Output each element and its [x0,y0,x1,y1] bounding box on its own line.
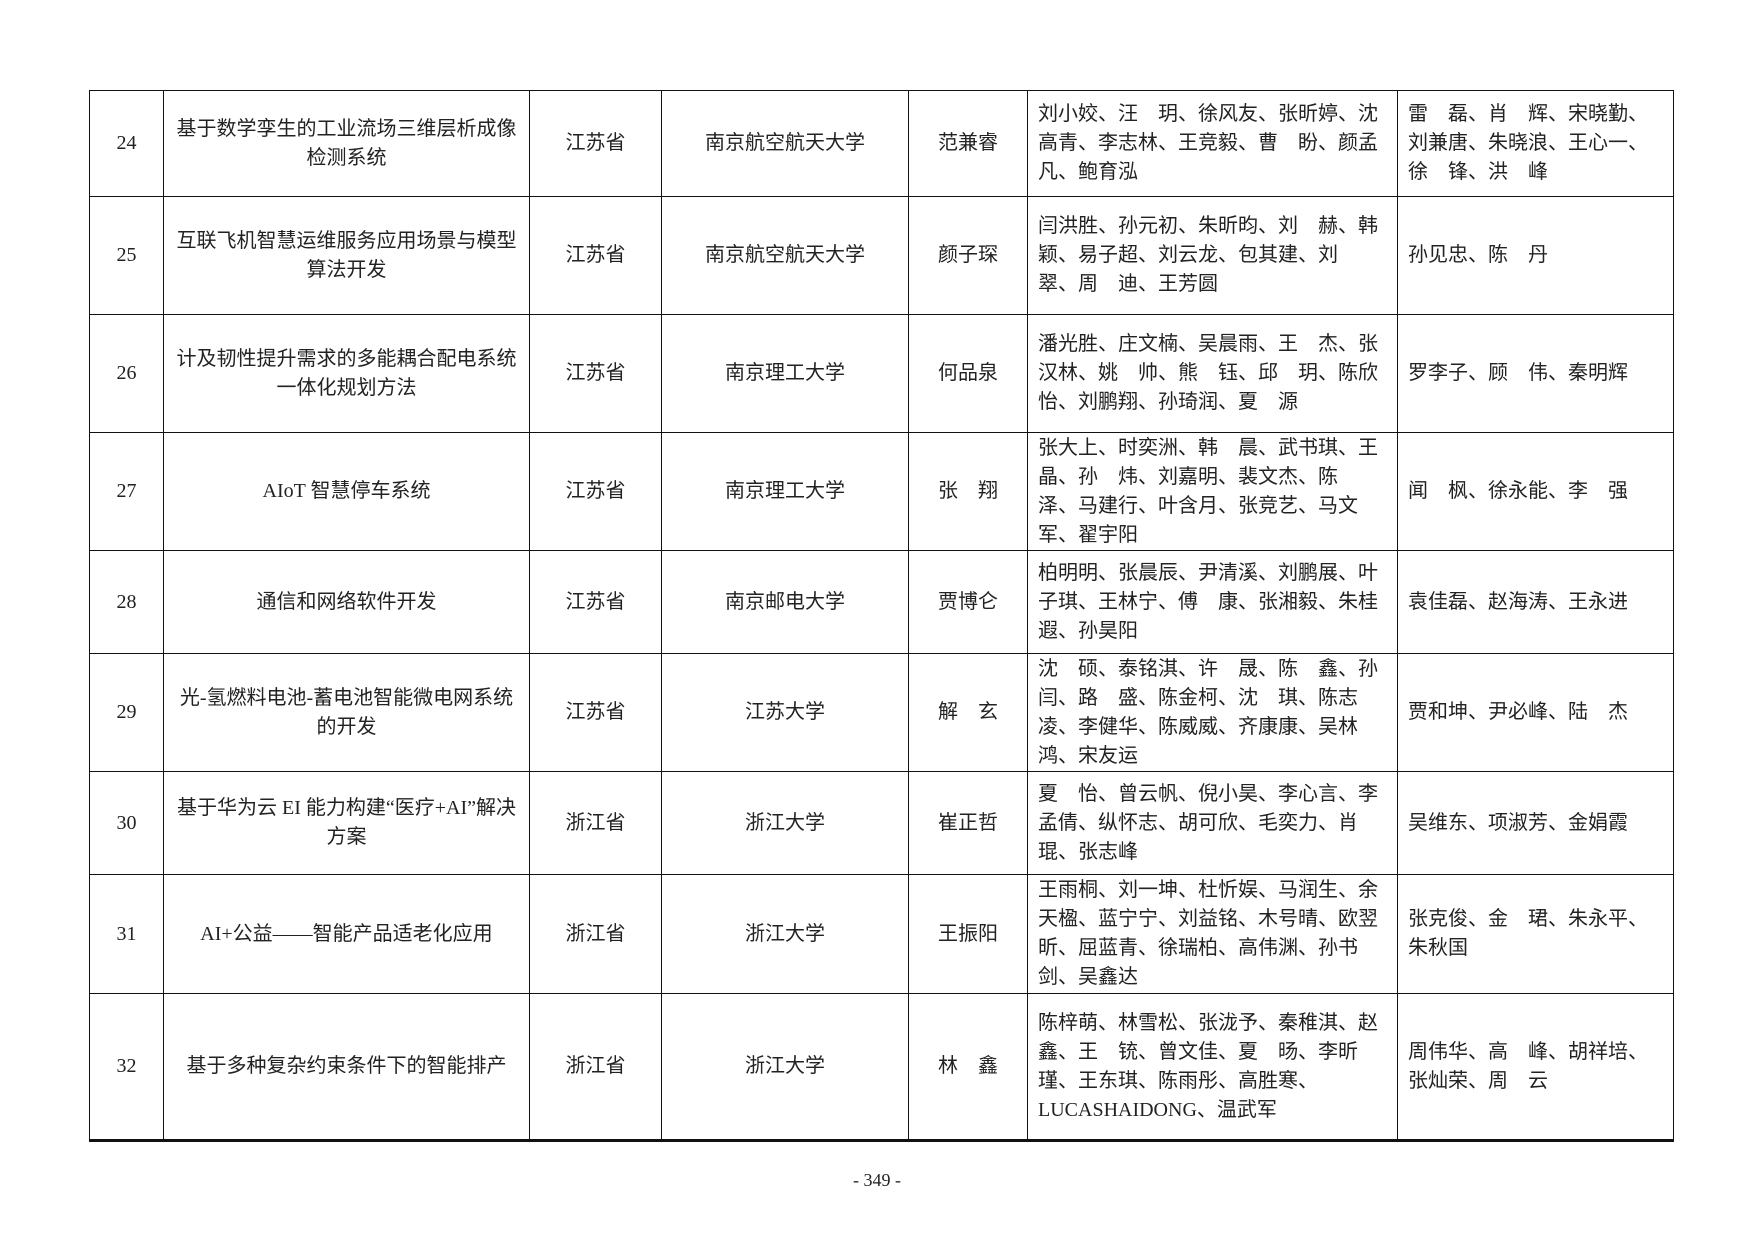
row-number-cell: 30 [89,771,164,875]
row-number-cell: 29 [89,653,164,772]
project-name-cell: 基于华为云 EI 能力构建“医疗+AI”解决方案 [163,771,530,875]
school-cell: 南京邮电大学 [661,550,909,654]
province-cell: 浙江省 [529,874,662,994]
advisors-cell: 罗李子、顾 伟、秦明辉 [1397,314,1674,433]
team-members-cell: 闫洪胜、孙元初、朱昕昀、刘 赫、韩 颖、易子超、刘云龙、包其建、刘 翠、周 迪、… [1027,196,1398,315]
row-number-cell: 24 [89,90,164,197]
team-leader-cell: 范兼睿 [908,90,1028,197]
table-row: 25 互联飞机智慧运维服务应用场景与模型算法开发 江苏省 南京航空航天大学 颜子琛 闫洪胜… [89,196,1674,315]
table-row: 27 AIoT 智慧停车系统 江苏省 南京理工大学张 翔张大上、时奕洲、韩 晨、武书琪… [89,432,1674,551]
team-members-cell: 王雨桐、刘一坤、杜忻娱、马润生、余天楹、蓝宁宁、刘益铭、木号晴、欧翌昕、屈蓝青、… [1027,874,1398,994]
row-number-cell: 27 [89,432,164,551]
table-row: 24 基于数学孪生的工业流场三维层析成像检测系统 江苏省 南京航空航天大学 范兼睿 刘小姣… [89,90,1674,197]
province-cell: 江苏省 [529,653,662,772]
table-row: 28 通信和网络软件开发 江苏省 南京邮电大学 贾博仑 柏明明、张晨辰、尹清溪、刘鹏展、叶… [89,550,1674,654]
school-cell: 浙江大学 [661,874,909,994]
advisors-cell: 孙见忠、陈 丹 [1397,196,1674,315]
school-cell: 江苏大学 [661,653,909,772]
project-name-cell: 基于数学孪生的工业流场三维层析成像检测系统 [163,90,530,197]
team-members-cell: 张大上、时奕洲、韩 晨、武书琪、王 晶、孙 炜、刘嘉明、裴文杰、陈 泽、马建行、… [1027,432,1398,551]
award-table: 24 基于数学孪生的工业流场三维层析成像检测系统 江苏省 南京航空航天大学 范兼睿 刘小姣… [89,90,1674,1142]
table-row: 32 基于多种复杂约束条件下的智能排产 浙江省 浙江大学林 鑫陈梓萌、林雪松、张泷予、… [89,993,1674,1141]
project-name-cell: 光-氢燃料电池-蓄电池智能微电网系统的开发 [163,653,530,772]
team-members-cell: 潘光胜、庄文楠、吴晨雨、王 杰、张汉林、姚 帅、熊 钰、邱 玥、陈欣怡、刘鹏翔、… [1027,314,1398,433]
province-cell: 江苏省 [529,314,662,433]
team-members-cell: 陈梓萌、林雪松、张泷予、秦稚淇、赵 鑫、王 铳、曾文佳、夏 旸、李昕瑾、王东琪、… [1027,993,1398,1141]
table-row: 30 基于华为云 EI 能力构建“医疗+AI”解决方案 浙江省 浙江大学 崔正哲夏 怡、… [89,771,1674,875]
team-leader-cell: 解 玄 [908,653,1028,772]
school-cell: 南京航空航天大学 [661,90,909,197]
province-cell: 浙江省 [529,771,662,875]
team-leader-cell: 颜子琛 [908,196,1028,315]
row-number-cell: 28 [89,550,164,654]
table-row: 26 计及韧性提升需求的多能耦合配电系统一体化规划方法 江苏省 南京理工大学 何品泉 潘光… [89,314,1674,433]
advisors-cell: 袁佳磊、赵海涛、王永进 [1397,550,1674,654]
team-leader-cell: 张 翔 [908,432,1028,551]
school-cell: 南京理工大学 [661,432,909,551]
advisors-cell: 贾和坤、尹必峰、陆 杰 [1397,653,1674,772]
school-cell: 浙江大学 [661,771,909,875]
school-cell: 南京航空航天大学 [661,196,909,315]
project-name-cell: 计及韧性提升需求的多能耦合配电系统一体化规划方法 [163,314,530,433]
project-name-cell: 通信和网络软件开发 [163,550,530,654]
team-leader-cell: 林 鑫 [908,993,1028,1141]
advisors-cell: 雷 磊、肖 辉、宋晓勤、刘兼唐、朱晓浪、王心一、徐 锋、洪 峰 [1397,90,1674,197]
table-row: 29 光-氢燃料电池-蓄电池智能微电网系统的开发 江苏省 江苏大学解 玄沈 硕、泰铭淇… [89,653,1674,772]
project-name-cell: AIoT 智慧停车系统 [163,432,530,551]
table-row: 31 AI+公益——智能产品适老化应用 浙江省 浙江大学 王振阳 王雨桐、刘一坤、杜忻娱、… [89,874,1674,994]
advisors-cell: 周伟华、高 峰、胡祥培、张灿荣、周 云 [1397,993,1674,1141]
row-number-cell: 31 [89,874,164,994]
advisors-cell: 张克俊、金 珺、朱永平、朱秋国 [1397,874,1674,994]
province-cell: 江苏省 [529,90,662,197]
team-leader-cell: 何品泉 [908,314,1028,433]
row-number-cell: 25 [89,196,164,315]
team-members-cell: 刘小姣、汪 玥、徐风友、张昕婷、沈高青、李志林、王竞毅、曹 盼、颜孟凡、鲍育泓 [1027,90,1398,197]
team-members-cell: 沈 硕、泰铭淇、许 晟、陈 鑫、孙 闫、路 盛、陈金柯、沈 琪、陈志凌、李健华、… [1027,653,1398,772]
advisors-cell: 吴维东、项淑芳、金娟霞 [1397,771,1674,875]
project-name-cell: 基于多种复杂约束条件下的智能排产 [163,993,530,1141]
team-members-cell: 夏 怡、曾云帆、倪小昊、李心言、李孟倩、纵怀志、胡可欣、毛奕力、肖 琨、张志峰 [1027,771,1398,875]
team-leader-cell: 崔正哲 [908,771,1028,875]
advisors-cell: 闻 枫、徐永能、李 强 [1397,432,1674,551]
school-cell: 南京理工大学 [661,314,909,433]
province-cell: 江苏省 [529,550,662,654]
page-number: - 349 - [853,1170,901,1190]
province-cell: 江苏省 [529,196,662,315]
province-cell: 浙江省 [529,993,662,1141]
province-cell: 江苏省 [529,432,662,551]
team-leader-cell: 贾博仑 [908,550,1028,654]
school-cell: 浙江大学 [661,993,909,1141]
row-number-cell: 32 [89,993,164,1141]
team-leader-cell: 王振阳 [908,874,1028,994]
row-number-cell: 26 [89,314,164,433]
team-members-cell: 柏明明、张晨辰、尹清溪、刘鹏展、叶子琪、王林宁、傅 康、张湘毅、朱桂遐、孙昊阳 [1027,550,1398,654]
project-name-cell: AI+公益——智能产品适老化应用 [163,874,530,994]
project-name-cell: 互联飞机智慧运维服务应用场景与模型算法开发 [163,196,530,315]
